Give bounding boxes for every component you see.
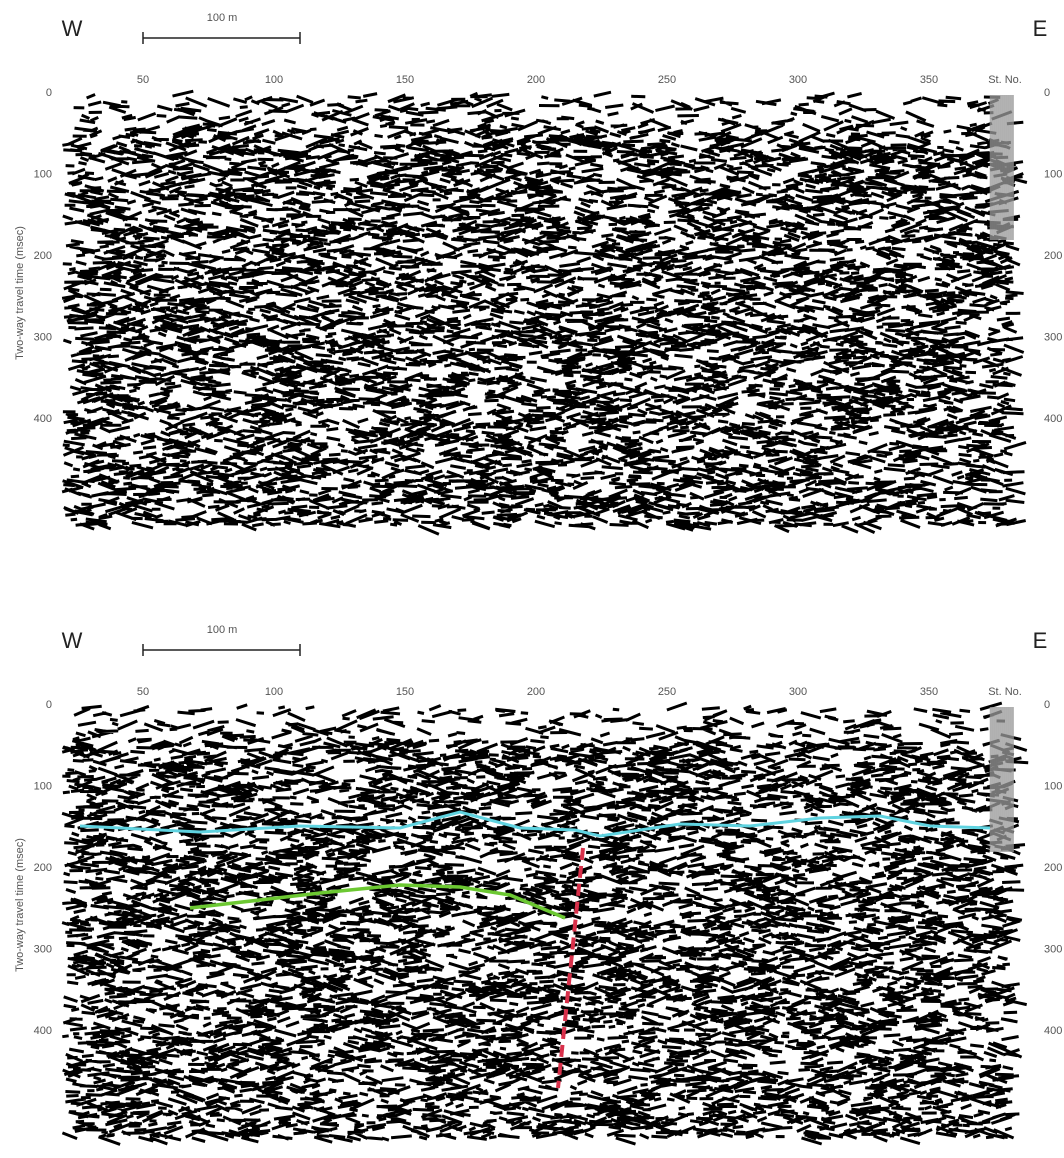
station-tick-label: 50 [137,686,149,698]
station-tick-label: 200 [527,74,545,86]
station-tick-label: 150 [396,686,414,698]
time-tick-label: 300 [34,943,52,955]
time-tick-label: 0 [46,87,52,99]
time-tick-label: 100 [34,780,52,792]
interpretation [79,810,991,1089]
cyan-horizon [79,810,991,838]
trace-lines [989,707,1014,852]
panels: W E 100 m 50 100 150 200 250 300 350 St. No. 0 100 20… [14,12,1062,1146]
green-horizon [189,883,566,920]
station-tick-label: 250 [658,74,676,86]
time-axis-title: Two-way travel time (msec) [14,226,26,360]
station-tick-label: 300 [789,74,807,86]
station-tick-label: 350 [920,74,938,86]
east-label: E [1033,628,1048,653]
east-label: E [1033,16,1048,41]
time-tick-label: 200 [34,250,52,262]
station-label: St. No. [988,686,1022,698]
fault-line [556,847,585,1089]
time-tick-label-right: 0 [1044,87,1050,99]
station-tick-label: 350 [920,686,938,698]
time-tick-label-right: 400 [1044,1025,1062,1037]
trace-lines [989,95,1014,240]
time-tick-label-right: 200 [1044,250,1062,262]
time-axis-title: Two-way travel time (msec) [14,838,26,972]
time-tick-label-right: 300 [1044,331,1062,343]
station-tick-label: 100 [265,74,283,86]
time-tick-label-right: 400 [1044,413,1062,425]
scale-label: 100 m [207,624,238,636]
panel: W E 100 m 50 100 150 200 250 300 350 St. No. 0 100 20… [14,624,1062,1146]
station-tick-label: 50 [137,74,149,86]
time-tick-label: 0 [46,699,52,711]
time-tick-label-right: 100 [1044,168,1062,180]
panel: W E 100 m 50 100 150 200 250 300 350 St. No. 0 100 20… [14,12,1062,536]
time-tick-label-right: 0 [1044,699,1050,711]
time-tick-label: 300 [34,331,52,343]
time-tick-label-right: 100 [1044,780,1062,792]
station-tick-label: 200 [527,686,545,698]
west-label: W [62,628,83,653]
time-tick-label-right: 300 [1044,943,1062,955]
seismic-traces [61,89,1028,536]
time-tick-label-right: 200 [1044,862,1062,874]
scale-label: 100 m [207,12,238,24]
west-label: W [62,16,83,41]
time-tick-label: 400 [34,1025,52,1037]
station-tick-label: 300 [789,686,807,698]
station-tick-label: 150 [396,74,414,86]
time-tick-label: 400 [34,413,52,425]
station-label: St. No. [988,74,1022,86]
time-tick-label: 200 [34,862,52,874]
station-tick-label: 100 [265,686,283,698]
time-tick-label: 100 [34,168,52,180]
station-tick-label: 250 [658,686,676,698]
